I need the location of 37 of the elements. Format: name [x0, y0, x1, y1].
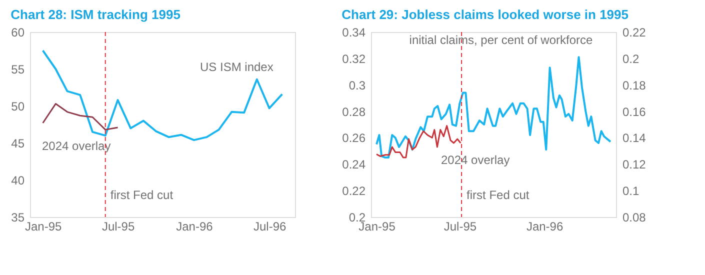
y-tick-label: 40	[11, 174, 25, 188]
ref-line-label: first Fed cut	[466, 188, 530, 202]
series-label: 2024 overlay	[441, 153, 510, 167]
y-tick-label: 35	[11, 210, 25, 224]
y2-tick-label: 0.18	[622, 78, 646, 92]
y2-tick-label: 0.12	[622, 158, 646, 172]
y2-tick-label: 0.1	[622, 184, 640, 198]
y-tick-label: 0.28	[342, 104, 366, 119]
x-tick-label: Jul-96	[253, 220, 286, 234]
y-tick-label: 0.26	[342, 131, 366, 146]
y-tick-label: 55	[11, 62, 25, 76]
y-tick-label: 0.3	[348, 78, 366, 92]
y2-tick-label: 0.22	[622, 26, 646, 40]
x-tick-label: Jan-96	[176, 220, 214, 234]
line-series	[42, 103, 119, 130]
y-tick-label: 0.34	[342, 26, 366, 40]
y-tick-label: 45	[11, 136, 25, 150]
y-tick-label: 0.32	[342, 52, 366, 66]
x-tick-label: Jul-95	[102, 220, 135, 234]
y2-tick-label: 0.2	[622, 52, 640, 66]
x-tick-label: Jan-96	[526, 220, 564, 234]
y2-tick-label: 0.16	[622, 104, 646, 119]
line-series	[42, 50, 284, 142]
x-tick-label: Jul-95	[444, 220, 477, 234]
y-tick-label: 0.24	[342, 158, 366, 172]
chart-title: Chart 28: ISM tracking 1995	[10, 7, 180, 22]
y2-tick-label: 0.08	[622, 210, 646, 224]
series-label: 2024 overlay	[42, 139, 111, 153]
ref-line-label: first Fed cut	[110, 188, 174, 202]
x-tick-label: Jan-95	[24, 220, 62, 234]
y-tick-label: 0.22	[342, 184, 366, 198]
y-tick-label: 50	[11, 100, 25, 114]
chart-title: Chart 29: Jobless claims looked worse in 1995	[342, 7, 629, 22]
annotation: initial claims, per cent of workforce	[409, 33, 594, 47]
y-tick-label: 60	[11, 26, 25, 40]
y2-tick-label: 0.14	[622, 131, 646, 146]
series-label: US ISM index	[200, 60, 274, 74]
